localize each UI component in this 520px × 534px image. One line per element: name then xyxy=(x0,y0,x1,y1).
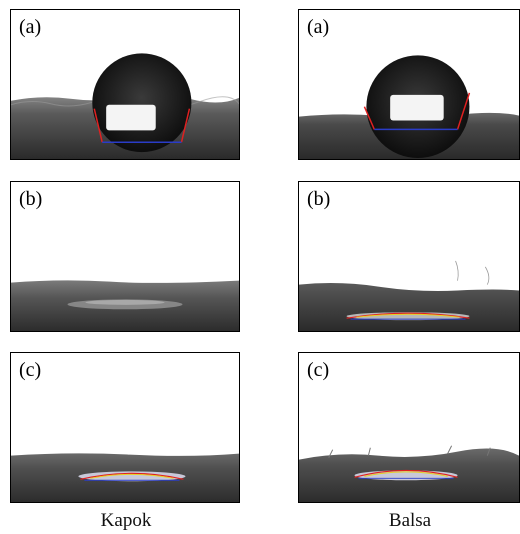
droplet-image-kapok-b xyxy=(11,182,239,331)
panel-label: (a) xyxy=(19,16,42,38)
caption-kapok: Kapok xyxy=(100,510,152,531)
panel-label: (b) xyxy=(307,188,331,210)
caption-balsa: Balsa xyxy=(388,510,432,531)
spread-droplet xyxy=(354,470,458,481)
droplet-image-balsa-b xyxy=(299,182,519,331)
panel-kapok-a: (a) xyxy=(10,9,240,160)
panel-label: (c) xyxy=(307,359,330,381)
panel-label: (c) xyxy=(19,359,42,381)
droplet-image-kapok-c xyxy=(11,353,239,502)
droplet-image-balsa-a xyxy=(299,10,519,159)
spread-droplet xyxy=(78,471,186,482)
panel-label: (b) xyxy=(19,188,43,210)
panel-kapok-c: (c) xyxy=(10,352,240,503)
panel-balsa-b: (b) xyxy=(298,181,520,332)
panel-balsa-c: (c) xyxy=(298,352,520,503)
droplet-image-balsa-c xyxy=(299,353,519,502)
panel-balsa-a: (a) xyxy=(298,9,520,160)
panel-kapok-b: (b) xyxy=(10,181,240,332)
panel-label: (a) xyxy=(307,16,330,38)
water-droplet xyxy=(92,53,192,153)
droplet-image-kapok-a xyxy=(11,10,239,159)
